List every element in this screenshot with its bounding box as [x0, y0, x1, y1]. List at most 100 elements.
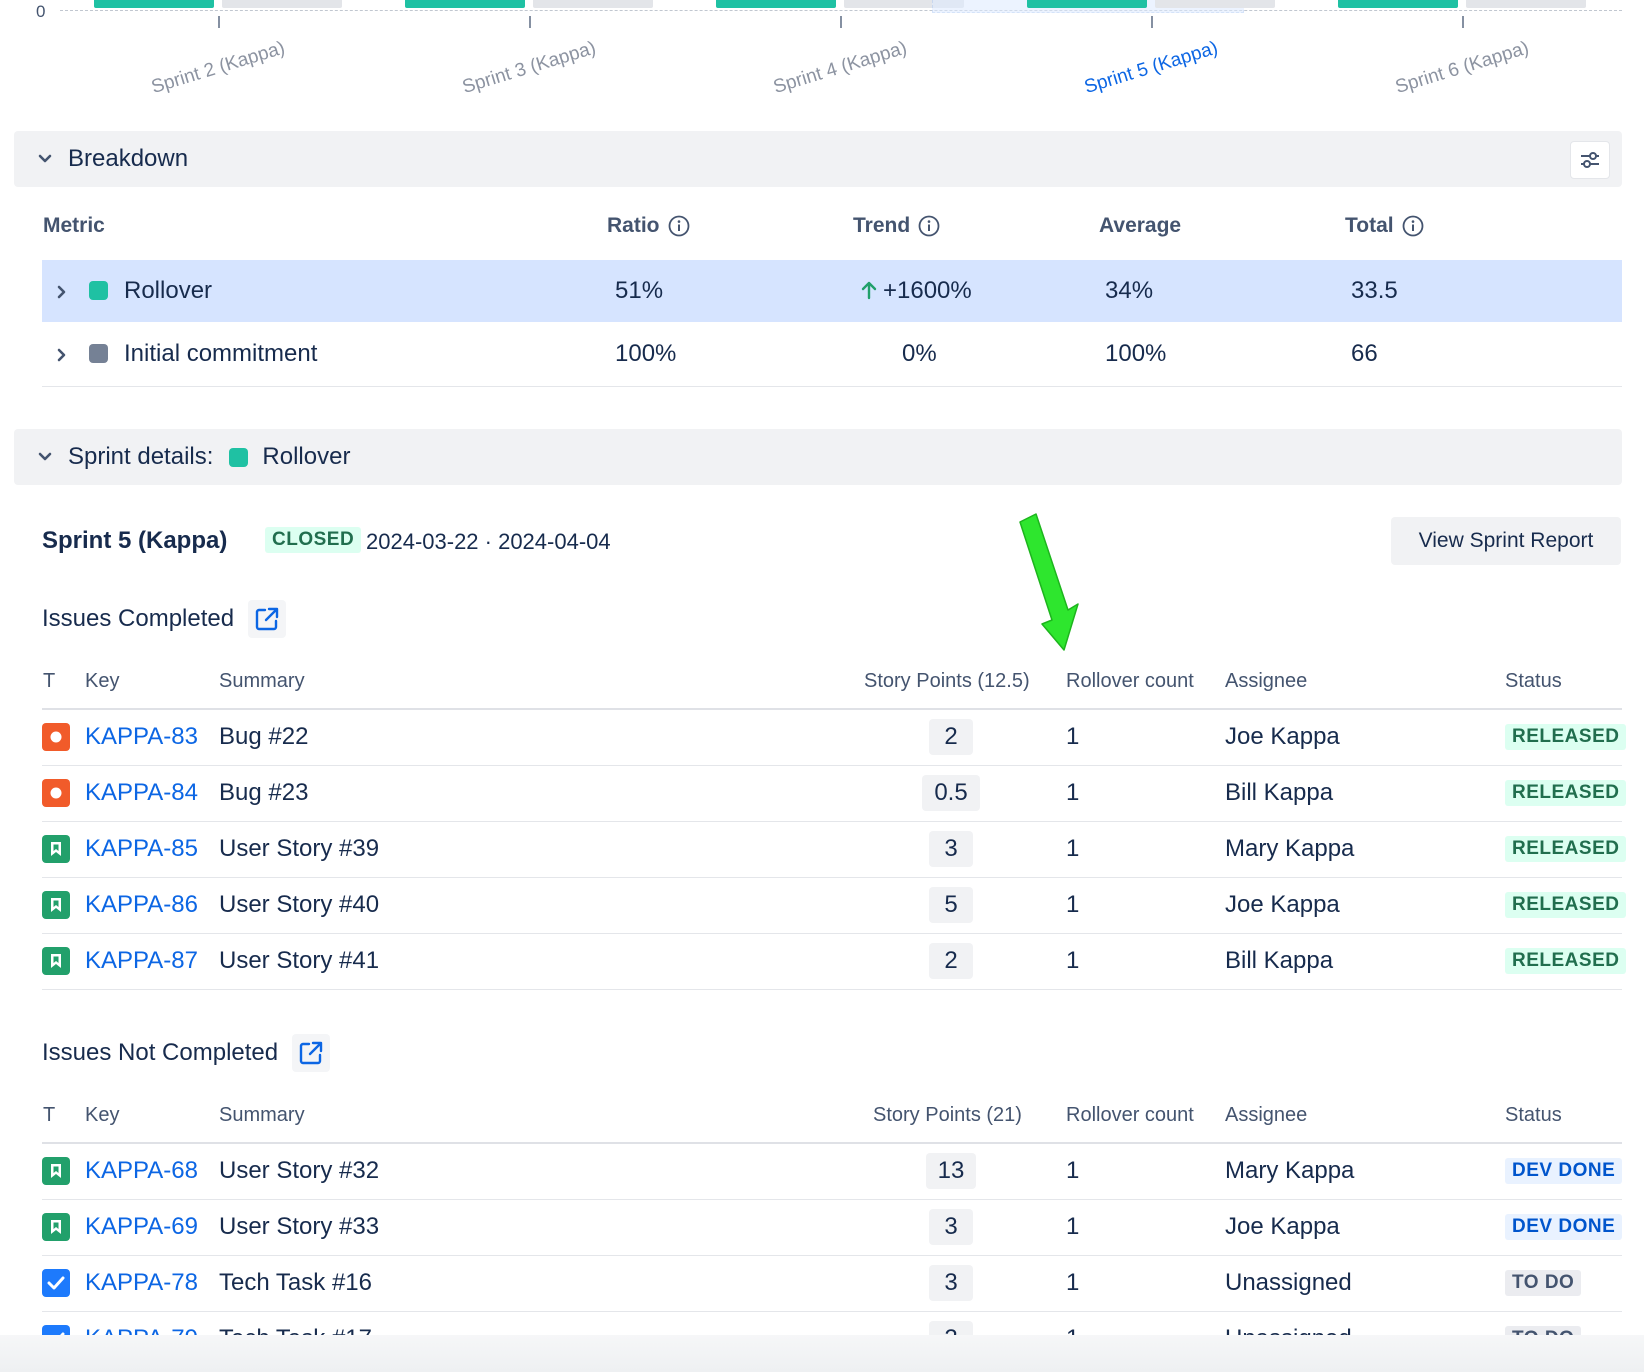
- story-icon: [42, 1213, 70, 1241]
- col-header-story-points[interactable]: Story Points (12.5): [864, 670, 1030, 692]
- col-header-type[interactable]: T: [43, 670, 56, 692]
- table-row[interactable]: KAPPA-78 Tech Task #16 3 1 Unassigned TO DO: [42, 1255, 1622, 1312]
- col-header-summary[interactable]: Summary: [219, 670, 305, 692]
- issue-key-link[interactable]: KAPPA-83: [85, 723, 198, 750]
- rollover-bar[interactable]: [405, 0, 525, 8]
- ratio-value: 51%: [615, 277, 664, 304]
- story-points-value: 3: [929, 831, 973, 867]
- open-issues-completed-button[interactable]: [248, 600, 287, 638]
- col-header-rollover-count[interactable]: Rollover count: [1066, 1104, 1194, 1126]
- story-points-cell: 13: [902, 1143, 1000, 1199]
- x-axis-tick: [529, 16, 531, 28]
- issues-not-completed-heading: Issues Not Completed: [42, 1034, 331, 1072]
- table-row[interactable]: KAPPA-86 User Story #40 5 1 Joe Kappa RELEASE…: [42, 877, 1627, 934]
- col-header-assignee[interactable]: Assignee: [1225, 1104, 1308, 1126]
- col-header-average[interactable]: Average: [1099, 214, 1182, 237]
- rollover-count-value: 1: [1066, 835, 1080, 862]
- sprint-details-metric: Rollover: [262, 443, 351, 470]
- table-row[interactable]: KAPPA-68 User Story #32 13 1 Mary Kappa DEV D…: [42, 1143, 1623, 1200]
- breakdown-settings-button[interactable]: [1570, 141, 1610, 179]
- x-axis-label[interactable]: Sprint 2 (Kappa): [149, 37, 288, 99]
- issue-key-link[interactable]: KAPPA-84: [85, 779, 198, 806]
- rollover-count-value: 1: [1066, 891, 1080, 918]
- assignee-name: Unassigned: [1225, 1269, 1352, 1296]
- rollover-bar[interactable]: [94, 0, 214, 8]
- issue-key-link[interactable]: KAPPA-86: [85, 891, 198, 918]
- open-issues-not-completed-button[interactable]: [292, 1034, 331, 1072]
- info-icon[interactable]: [1402, 215, 1424, 237]
- chevron-right-icon[interactable]: [56, 280, 68, 306]
- table-row[interactable]: KAPPA-69 User Story #33 3 1 Joe Kappa DEV DON…: [42, 1199, 1623, 1256]
- col-header-key[interactable]: Key: [85, 670, 120, 692]
- col-header-summary[interactable]: Summary: [219, 1104, 305, 1126]
- breakdown-row[interactable]: Rollover 51% +1600% 34% 33.5: [42, 260, 1622, 322]
- col-header-status[interactable]: Status: [1505, 1104, 1562, 1126]
- issue-key-link[interactable]: KAPPA-78: [85, 1269, 198, 1296]
- breakdown-header[interactable]: Breakdown: [14, 131, 1622, 187]
- initial-commitment-bar[interactable]: [533, 0, 653, 8]
- external-link-icon: [255, 607, 279, 631]
- assignee-name: Bill Kappa: [1225, 779, 1334, 806]
- col-header-type[interactable]: T: [43, 1104, 56, 1126]
- type-cell: [42, 821, 70, 877]
- rollover-color-swatch: [229, 447, 249, 467]
- info-icon[interactable]: [918, 215, 940, 237]
- sprint-chart: 0 Sprint 2 (Kappa) Sprint 3 (Kappa) Sprint…: [0, 0, 1644, 120]
- y-axis-zero-label: 0: [36, 2, 46, 21]
- breakdown-row[interactable]: Initial commitment 100% 0% 100% 66: [42, 323, 1622, 385]
- col-header-total[interactable]: Total: [1345, 214, 1424, 238]
- status-lozenge: DEV DONE: [1505, 1158, 1623, 1184]
- metric-color-swatch: [89, 344, 108, 363]
- col-header-key[interactable]: Key: [85, 1104, 120, 1126]
- issue-key-link[interactable]: KAPPA-68: [85, 1157, 198, 1184]
- bottom-edge: [0, 1335, 1644, 1372]
- view-sprint-report-button[interactable]: View Sprint Report: [1391, 517, 1621, 565]
- col-header-trend[interactable]: Trend: [853, 214, 940, 238]
- initial-commitment-bar[interactable]: [844, 0, 964, 8]
- table-row[interactable]: KAPPA-87 User Story #41 2 1 Bill Kappa RELEAS…: [42, 933, 1627, 990]
- table-row[interactable]: KAPPA-85 User Story #39 3 1 Mary Kappa RELEAS…: [42, 821, 1627, 878]
- issues-not-completed-title: Issues Not Completed: [42, 1039, 279, 1066]
- issue-key-link[interactable]: KAPPA-85: [85, 835, 198, 862]
- table-row[interactable]: KAPPA-83 Bug #22 2 1 Joe Kappa RELEASED: [42, 709, 1627, 766]
- story-points-value: 5: [929, 887, 973, 923]
- rollover-count-value: 1: [1066, 723, 1080, 750]
- initial-commitment-bar[interactable]: [1466, 0, 1586, 8]
- table-row[interactable]: KAPPA-84 Bug #23 0.5 1 Bill Kappa RELEASED: [42, 765, 1627, 822]
- x-axis-label[interactable]: Sprint 3 (Kappa): [460, 37, 599, 99]
- bug-icon: [42, 779, 70, 807]
- col-header-rollover-count[interactable]: Rollover count: [1066, 670, 1194, 692]
- ratio-value: 100%: [615, 340, 677, 367]
- story-icon: [42, 835, 70, 863]
- breakdown-divider: [42, 386, 1622, 387]
- initial-commitment-bar[interactable]: [222, 0, 342, 8]
- col-header-ratio[interactable]: Ratio: [607, 214, 690, 238]
- status-cell: TO DO: [1505, 1255, 1582, 1311]
- story-points-value: 2: [929, 719, 973, 755]
- issue-key-link[interactable]: KAPPA-87: [85, 947, 198, 974]
- sprint-details-header[interactable]: Sprint details: Rollover: [14, 429, 1622, 485]
- col-header-assignee[interactable]: Assignee: [1225, 670, 1308, 692]
- chevron-down-icon[interactable]: [22, 149, 68, 170]
- col-header-story-points[interactable]: Story Points (21): [873, 1104, 1022, 1126]
- issue-summary: Bug #23: [219, 779, 309, 806]
- chevron-right-icon[interactable]: [56, 343, 68, 369]
- col-header-metric[interactable]: Metric: [43, 214, 105, 237]
- average-value: 34%: [1105, 277, 1154, 304]
- col-header-status[interactable]: Status: [1505, 670, 1562, 692]
- x-axis-label[interactable]: Sprint 5 (Kappa): [1082, 37, 1221, 99]
- table-header-divider: [42, 1142, 1622, 1144]
- issue-key-link[interactable]: KAPPA-69: [85, 1213, 198, 1240]
- type-cell: [42, 1255, 70, 1311]
- issue-summary: User Story #32: [219, 1157, 380, 1184]
- story-points-cell: 2: [902, 933, 1000, 989]
- x-axis-label[interactable]: Sprint 6 (Kappa): [1393, 37, 1532, 99]
- rollover-bar[interactable]: [1027, 0, 1147, 8]
- rollover-bar[interactable]: [1338, 0, 1458, 8]
- initial-commitment-bar[interactable]: [1155, 0, 1275, 8]
- rollover-bar[interactable]: [716, 0, 836, 8]
- metric-color-swatch: [89, 281, 108, 300]
- chevron-down-icon[interactable]: [22, 447, 68, 468]
- x-axis-label[interactable]: Sprint 4 (Kappa): [771, 37, 910, 99]
- info-icon[interactable]: [668, 215, 690, 237]
